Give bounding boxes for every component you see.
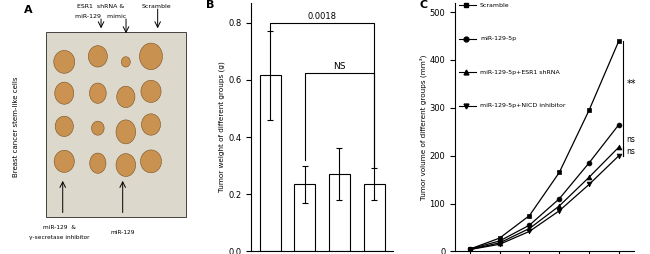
Ellipse shape [140, 43, 162, 70]
Text: 0.0018: 0.0018 [307, 12, 337, 21]
Ellipse shape [142, 114, 161, 135]
Text: **: ** [627, 79, 636, 89]
Bar [329, 174, 350, 251]
Ellipse shape [55, 116, 73, 136]
Text: miR-129-5p+ESR1 shRNA: miR-129-5p+ESR1 shRNA [480, 70, 560, 75]
Text: γ-secretase inhibitor: γ-secretase inhibitor [29, 235, 90, 240]
Ellipse shape [92, 121, 104, 135]
Text: ns: ns [627, 147, 635, 156]
Ellipse shape [116, 120, 136, 144]
Text: B: B [205, 0, 214, 10]
Text: C: C [419, 0, 427, 10]
Text: miR-129  &: miR-129 & [43, 225, 76, 230]
Ellipse shape [54, 150, 74, 172]
Text: A: A [25, 5, 33, 15]
Text: Breast cancer stem-like cells: Breast cancer stem-like cells [13, 77, 19, 177]
Text: Scramble: Scramble [480, 3, 510, 8]
Text: ESR1  shRNA &: ESR1 shRNA & [77, 4, 125, 9]
Text: Scramble: Scramble [141, 4, 171, 9]
Text: miR-129-5p+NICD inhibitor: miR-129-5p+NICD inhibitor [480, 103, 566, 108]
Text: NS: NS [333, 62, 346, 71]
Ellipse shape [55, 82, 73, 104]
Ellipse shape [140, 150, 161, 173]
Ellipse shape [54, 51, 75, 73]
Bar [294, 184, 315, 251]
Text: miR-129: miR-129 [111, 230, 135, 235]
Ellipse shape [141, 80, 161, 102]
Ellipse shape [122, 57, 130, 67]
Bar [364, 184, 385, 251]
Ellipse shape [88, 46, 107, 67]
Bar [46, 33, 186, 217]
Y-axis label: Tumor volume of different groups (mm³): Tumor volume of different groups (mm³) [419, 54, 426, 200]
Text: miR-129-5p: miR-129-5p [480, 36, 516, 41]
Text: ns: ns [627, 135, 635, 144]
Y-axis label: Tumor weight of different groups (g): Tumor weight of different groups (g) [219, 62, 226, 192]
Bar [260, 75, 281, 251]
Ellipse shape [90, 83, 106, 103]
Text: miR-129   mimic: miR-129 mimic [75, 14, 127, 19]
Ellipse shape [117, 86, 135, 107]
Ellipse shape [116, 154, 136, 177]
Ellipse shape [90, 153, 106, 173]
